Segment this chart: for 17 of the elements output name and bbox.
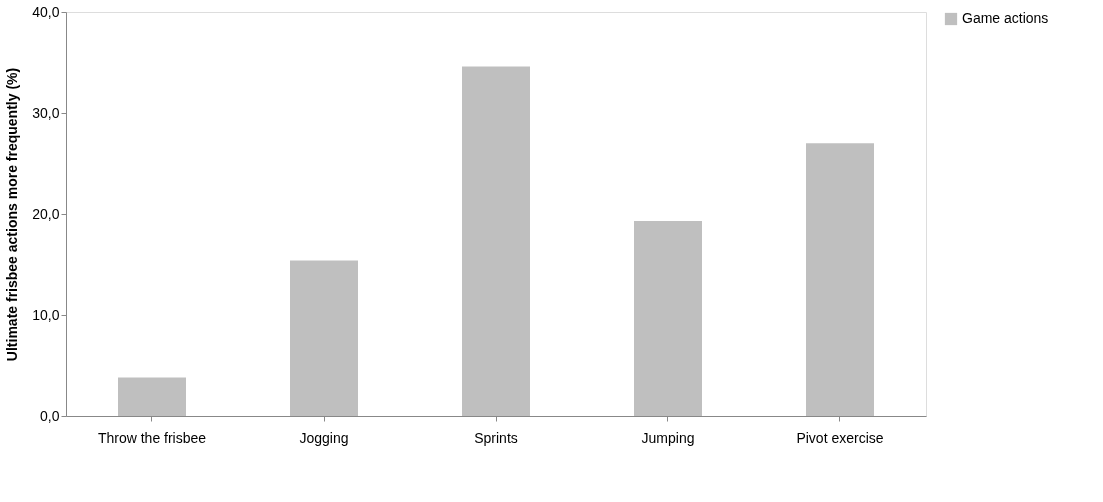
y-tick-label: 30,0 xyxy=(32,104,60,121)
x-tick-label: Jumping xyxy=(641,429,695,446)
y-tick-label: 20,0 xyxy=(32,205,60,222)
bar xyxy=(806,143,874,416)
bar xyxy=(290,260,358,416)
x-tick-label: Throw the frisbee xyxy=(97,429,207,446)
x-tick-label: Pivot exercise xyxy=(796,429,884,446)
x-tick-label: Jogging xyxy=(299,429,349,446)
y-tick-label: 0,0 xyxy=(40,407,60,424)
y-tick-label: 40,0 xyxy=(32,3,60,20)
bar xyxy=(462,66,530,416)
y-tick-label: 10,0 xyxy=(32,306,60,323)
bar xyxy=(634,221,702,416)
x-tick-label: Sprints xyxy=(474,429,518,446)
legend-label: Game actions xyxy=(962,10,1049,26)
y-axis-title: Ultimate frisbee actions more frequently (%) xyxy=(4,67,21,362)
bar xyxy=(118,377,186,416)
